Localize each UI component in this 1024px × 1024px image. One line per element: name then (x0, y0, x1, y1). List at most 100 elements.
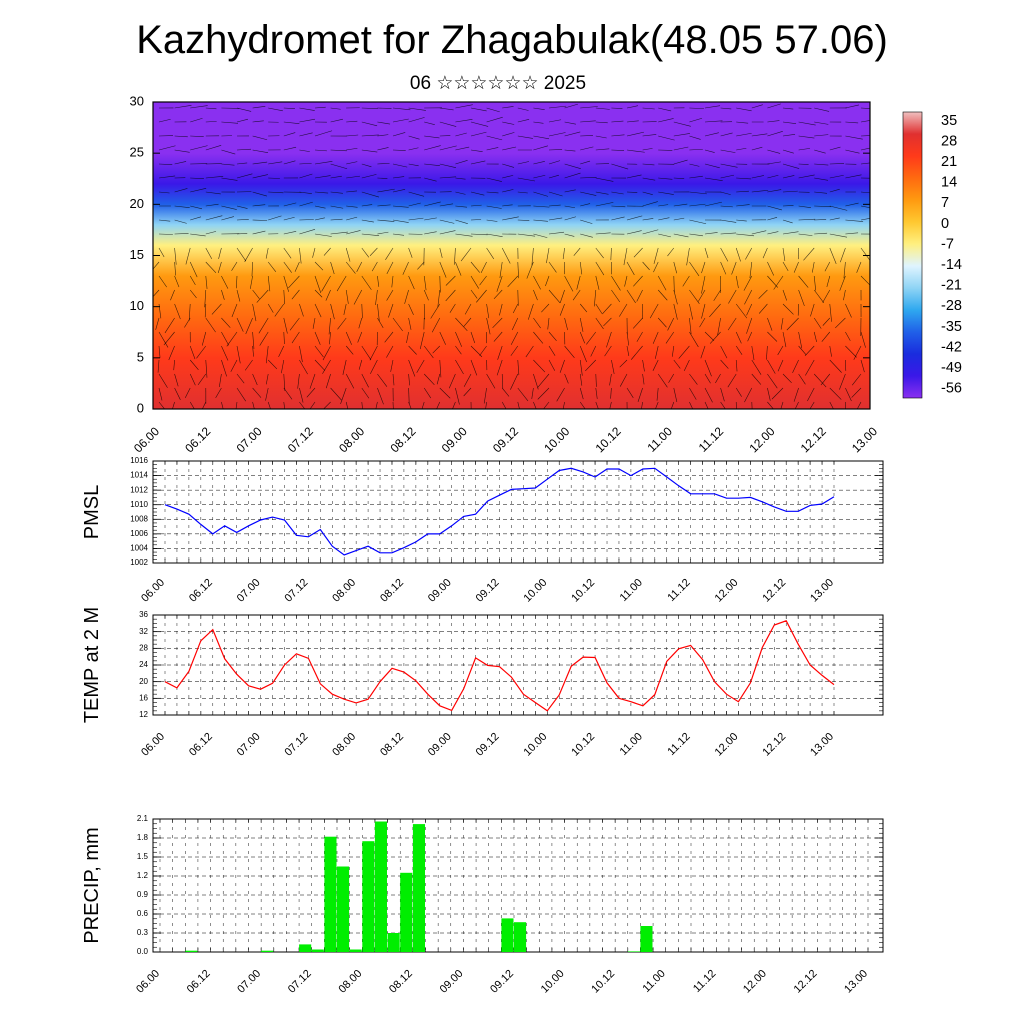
wind-barb (649, 303, 659, 319)
wind-barb (814, 163, 829, 166)
wind-barb (346, 190, 358, 193)
pmsl-panel-x-tick-label: 07.00 (235, 577, 263, 605)
wind-barb (673, 177, 685, 179)
wind-barb (564, 205, 575, 209)
wind-barb-overlay (153, 103, 870, 409)
wind-barb (673, 289, 678, 305)
wind-barb (312, 247, 316, 258)
wind-barb (840, 247, 846, 263)
wind-barb (231, 261, 238, 271)
wind-barb (580, 135, 593, 137)
wind-barb (735, 331, 742, 344)
wind-barb (658, 107, 672, 112)
wind-barb (689, 289, 700, 304)
wind-barb (658, 233, 671, 238)
wind-barb (153, 289, 160, 298)
colorbar-label: -35 (941, 319, 962, 335)
wind-barb (798, 174, 815, 179)
wind-barb (548, 261, 557, 273)
wind-barb (642, 134, 657, 137)
wind-barb (185, 247, 191, 265)
wind-barb (548, 289, 561, 304)
wind-barb (204, 303, 207, 318)
wind-barb (174, 188, 188, 193)
wind-barb (174, 135, 188, 138)
wind-barb (211, 303, 222, 315)
wind-barb (856, 401, 862, 409)
wind-barb (424, 201, 441, 207)
wind-barb (595, 121, 608, 124)
wind-barb (851, 387, 862, 398)
wind-barb (579, 317, 584, 332)
wind-barb (814, 232, 828, 235)
wind-barb (346, 120, 358, 123)
wind-barb (624, 275, 628, 287)
wind-barb (265, 345, 269, 364)
wind-barb (736, 177, 752, 180)
wind-barb (404, 289, 409, 304)
wind-barb (184, 317, 191, 328)
wind-barb (767, 120, 780, 123)
wind-barb (205, 203, 219, 207)
wind-barb (814, 205, 831, 207)
wind-barb (314, 160, 333, 165)
wind-barb (499, 261, 503, 279)
wind-barb (813, 275, 817, 291)
wind-barb (501, 373, 504, 389)
wind-barb (408, 373, 410, 386)
wind-barb (470, 275, 480, 289)
wind-barb (767, 331, 778, 342)
wind-barb (377, 204, 391, 207)
wind-barb (158, 387, 163, 401)
wind-barb (686, 247, 690, 266)
wind-barb (814, 134, 829, 137)
wind-barb (720, 107, 732, 110)
wind-barb (845, 303, 852, 318)
wind-barb (782, 205, 794, 207)
temp-panel-x-tick-label: 07.00 (235, 731, 263, 759)
wind-barb (517, 261, 519, 279)
precip-panel-x-tick-label: 08.12 (387, 968, 415, 996)
wind-barb (845, 104, 860, 109)
wind-barb (330, 218, 343, 221)
wind-barb (700, 345, 706, 359)
wind-barb (423, 289, 429, 301)
wind-barb (309, 401, 316, 409)
wind-barb (633, 247, 643, 258)
wind-barb (392, 189, 406, 193)
wind-barb (439, 247, 443, 258)
wind-barb (720, 174, 735, 179)
wind-barb (190, 216, 202, 221)
wind-barb (423, 345, 434, 359)
wind-barb (299, 173, 313, 179)
wind-barb (155, 317, 160, 330)
wind-barb (283, 216, 295, 221)
wind-barb (665, 331, 675, 344)
wind-barb (704, 201, 722, 207)
wind-barb (829, 233, 848, 238)
wind-barb (751, 175, 764, 179)
wind-barb (564, 275, 574, 292)
wind-barb (236, 162, 248, 165)
wind-barb (236, 317, 244, 332)
wind-barb (548, 359, 556, 371)
wind-barb (689, 317, 692, 335)
wind-barb (205, 191, 221, 195)
y-tick-label: 1008 (130, 514, 148, 523)
cross-section-x-tick-label: 11.12 (696, 424, 727, 455)
wind-barb (424, 135, 440, 139)
wind-barb (595, 191, 609, 195)
wind-barb (780, 317, 784, 330)
wind-barb (188, 303, 191, 321)
wind-barb (579, 373, 583, 386)
wind-barb (236, 107, 252, 112)
wind-barb (657, 275, 667, 291)
wind-barb (814, 107, 830, 112)
wind-barb (236, 345, 241, 364)
wind-barb (704, 177, 723, 182)
y-tick-label: 1006 (130, 529, 148, 538)
wind-barb (657, 373, 668, 388)
wind-barb (860, 120, 870, 123)
wind-barb (252, 230, 266, 235)
wind-barb (642, 148, 653, 151)
